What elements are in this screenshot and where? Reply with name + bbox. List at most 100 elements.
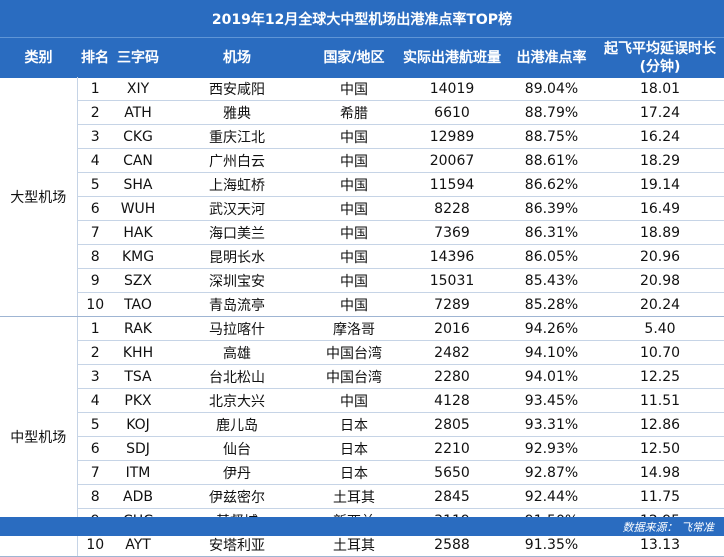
cell-rank: 1 <box>77 77 113 101</box>
cell-delay: 14.98 <box>596 460 724 485</box>
cell-delay: 18.89 <box>596 220 724 245</box>
cell-delay: 16.49 <box>596 196 724 221</box>
cell-delay: 13.13 <box>596 532 724 557</box>
table-row: 7 ITM 伊丹 日本 5650 92.87% 14.98 <box>0 460 724 485</box>
cell-rate: 88.79% <box>507 100 596 125</box>
cell-delay: 18.01 <box>596 77 724 101</box>
cell-country: 中国 <box>311 244 397 269</box>
cell-code: TSA <box>113 364 163 389</box>
source-footer: 数据来源： 飞常准 <box>0 517 724 536</box>
cell-rank: 4 <box>77 148 113 173</box>
cell-rank: 10 <box>77 532 113 557</box>
cell-airport: 深圳宝安 <box>163 268 311 293</box>
header-delay: 起飞平均延误时长 (分钟) <box>596 38 724 78</box>
cell-rank: 6 <box>77 436 113 461</box>
cell-code: WUH <box>113 196 163 221</box>
cell-code: ATH <box>113 100 163 125</box>
cell-country: 中国 <box>311 220 397 245</box>
cell-code: AYT <box>113 532 163 557</box>
cell-delay: 12.86 <box>596 412 724 437</box>
table-row: 8 ADB 伊兹密尔 土耳其 2845 92.44% 11.75 <box>0 484 724 509</box>
table-row: 10 TAO 青岛流亭 中国 7289 85.28% 20.24 <box>0 292 724 317</box>
table-row: 5 KOJ 鹿儿岛 日本 2805 93.31% 12.86 <box>0 412 724 437</box>
cell-rank: 9 <box>77 268 113 293</box>
category-cell: 中型机场 <box>0 316 78 557</box>
header-delay-line2: (分钟) <box>639 59 681 75</box>
cell-flights: 4128 <box>397 388 507 413</box>
cell-delay: 20.96 <box>596 244 724 269</box>
page-title: 2019年12月全球大中型机场出港准点率TOP榜 <box>0 0 724 37</box>
cell-airport: 广州白云 <box>163 148 311 173</box>
cell-rate: 93.45% <box>507 388 596 413</box>
cell-airport: 重庆江北 <box>163 124 311 149</box>
cell-flights: 6610 <box>397 100 507 125</box>
cell-rate: 94.26% <box>507 316 596 341</box>
cell-delay: 17.24 <box>596 100 724 125</box>
cell-code: KMG <box>113 244 163 269</box>
cell-code: PKX <box>113 388 163 413</box>
cell-code: CKG <box>113 124 163 149</box>
cell-country: 日本 <box>311 412 397 437</box>
cell-country: 中国 <box>311 148 397 173</box>
cell-rank: 4 <box>77 388 113 413</box>
cell-delay: 11.51 <box>596 388 724 413</box>
cell-rank: 1 <box>77 316 113 341</box>
cell-rate: 93.31% <box>507 412 596 437</box>
header-delay-line1: 起飞平均延误时长 <box>604 41 716 57</box>
table-header: 类别 排名 三字码 机场 国家/地区 实际出港航班量 出港准点率 起飞平均延误时… <box>0 37 724 78</box>
cell-rate: 88.75% <box>507 124 596 149</box>
cell-airport: 西安咸阳 <box>163 77 311 101</box>
cell-airport: 马拉喀什 <box>163 316 311 341</box>
header-country: 国家/地区 <box>323 50 385 66</box>
table-row: 6 WUH 武汉天河 中国 8228 86.39% 16.49 <box>0 196 724 221</box>
cell-country: 日本 <box>311 436 397 461</box>
cell-code: KHH <box>113 340 163 365</box>
cell-country: 土耳其 <box>311 532 397 557</box>
cell-flights: 7369 <box>397 220 507 245</box>
table-row: 中型机场 1 RAK 马拉喀什 摩洛哥 2016 94.26% 5.40 <box>0 316 724 557</box>
cell-rank: 7 <box>77 220 113 245</box>
cell-rank: 5 <box>77 412 113 437</box>
cell-airport: 上海虹桥 <box>163 172 311 197</box>
cell-delay: 20.24 <box>596 292 724 317</box>
cell-airport: 鹿儿岛 <box>163 412 311 437</box>
cell-airport: 武汉天河 <box>163 196 311 221</box>
cell-flights: 14019 <box>397 77 507 101</box>
header-category: 类别 <box>24 50 53 66</box>
cell-flights: 2482 <box>397 340 507 365</box>
cell-delay: 11.75 <box>596 484 724 509</box>
table-row: 2 ATH 雅典 希腊 6610 88.79% 17.24 <box>0 100 724 125</box>
cell-rank: 8 <box>77 484 113 509</box>
cell-airport: 伊兹密尔 <box>163 484 311 509</box>
cell-code: HAK <box>113 220 163 245</box>
cell-rate: 94.10% <box>507 340 596 365</box>
cell-country: 日本 <box>311 460 397 485</box>
cell-rank: 8 <box>77 244 113 269</box>
cell-country: 中国 <box>311 124 397 149</box>
table-row: 6 SDJ 仙台 日本 2210 92.93% 12.50 <box>0 436 724 461</box>
cell-country: 希腊 <box>311 100 397 125</box>
table-row: 10 AYT 安塔利亚 土耳其 2588 91.35% 13.13 <box>0 532 724 557</box>
table-row: 7 HAK 海口美兰 中国 7369 86.31% 18.89 <box>0 220 724 245</box>
cell-rate: 92.87% <box>507 460 596 485</box>
cell-code: RAK <box>113 316 163 341</box>
cell-rank: 3 <box>77 364 113 389</box>
cell-rank: 2 <box>77 340 113 365</box>
table-row: 5 SHA 上海虹桥 中国 11594 86.62% 19.14 <box>0 172 724 197</box>
cell-airport: 青岛流亭 <box>163 292 311 317</box>
cell-country: 中国 <box>311 196 397 221</box>
cell-code: KOJ <box>113 412 163 437</box>
table-row: 2 KHH 高雄 中国台湾 2482 94.10% 10.70 <box>0 340 724 365</box>
cell-rank: 3 <box>77 124 113 149</box>
cell-delay: 12.50 <box>596 436 724 461</box>
table-row: 8 KMG 昆明长水 中国 14396 86.05% 20.96 <box>0 244 724 269</box>
cell-country: 中国台湾 <box>311 340 397 365</box>
cell-country: 中国 <box>311 292 397 317</box>
cell-rate: 88.61% <box>507 148 596 173</box>
cell-code: SHA <box>113 172 163 197</box>
cell-flights: 2845 <box>397 484 507 509</box>
cell-airport: 伊丹 <box>163 460 311 485</box>
cell-rank: 10 <box>77 292 113 317</box>
header-airport: 机场 <box>223 50 251 66</box>
